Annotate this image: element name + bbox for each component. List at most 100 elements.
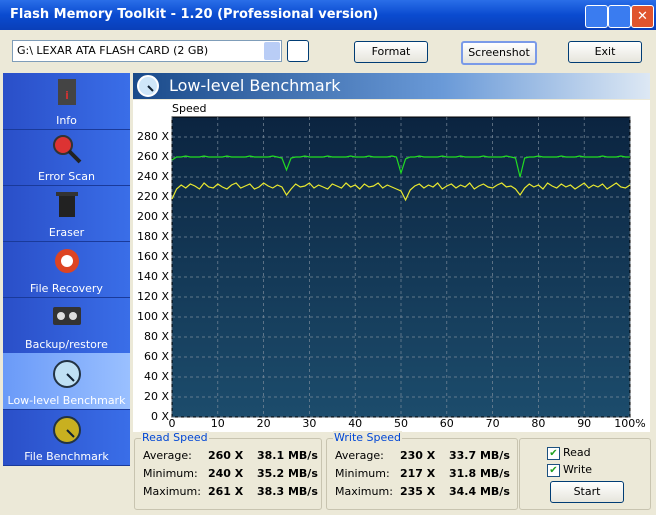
x-tick-label: 100% (614, 417, 645, 430)
exit-button[interactable]: Exit (568, 41, 642, 63)
sidebar-item[interactable]: File Benchmark (3, 409, 130, 466)
x-tick-label: 0 (169, 417, 176, 430)
close-button[interactable]: ✕ (631, 5, 654, 28)
x-tick-label: 10 (211, 417, 225, 430)
write-checkbox[interactable]: ✔ (547, 464, 560, 477)
stat-cell: Minimum: (335, 467, 390, 480)
sidebar: i Info Error Scan Eraser File Recovery Backup… (3, 73, 130, 466)
checkbox-label: Read (563, 446, 591, 459)
x-tick-label: 30 (302, 417, 316, 430)
stat-row: Average: 230 X 33.7 MB/s (335, 449, 515, 467)
item-icon (53, 307, 81, 325)
y-tick-label: 40 X (144, 370, 169, 383)
write-stats: Write Speed Average: 230 X 33.7 MB/s Minimu… (326, 431, 518, 510)
stat-cell: 38.3 MB/s (257, 485, 318, 498)
stat-cell: 260 X (208, 449, 244, 462)
x-tick-label: 40 (348, 417, 362, 430)
y-tick-label: 20 X (144, 390, 169, 403)
svg-text:i: i (65, 89, 69, 102)
item-label: Eraser (48, 226, 85, 239)
stat-row: Average: 260 X 38.1 MB/s (143, 449, 323, 467)
stat-cell: 31.8 MB/s (449, 467, 510, 480)
item-label: Info (56, 114, 77, 127)
item-icon (55, 249, 79, 273)
stat-cell: 35.2 MB/s (257, 467, 318, 480)
y-tick-label: 260 X (137, 150, 169, 163)
stat-cell: Maximum: (143, 485, 201, 498)
stat-cell: Average: (143, 449, 192, 462)
item-label: File Recovery (30, 282, 103, 295)
y-tick-label: 0 X (151, 410, 169, 423)
format-button[interactable]: Format (354, 41, 428, 63)
y-tick-label: 120 X (137, 290, 169, 303)
stat-cell: 34.4 MB/s (449, 485, 510, 498)
drive-label: G:\ LEXAR ATA FLASH CARD (2 GB) (17, 44, 209, 57)
refresh-button[interactable] (287, 40, 309, 62)
data-line (171, 155, 630, 178)
dropdown-arrow (264, 42, 280, 60)
group-title: Read Speed (141, 431, 209, 444)
item-icon (53, 360, 81, 388)
data-line (171, 182, 631, 202)
y-tick-label: 240 X (137, 170, 169, 183)
x-tick-label: 50 (394, 417, 408, 430)
stat-cell: 217 X (400, 467, 436, 480)
panel-header: Low-level Benchmark (133, 73, 650, 99)
stat-cell: Maximum: (335, 485, 393, 498)
read-stats: Read Speed Average: 260 X 38.1 MB/s Minimum… (134, 431, 323, 510)
x-tick-label: 80 (531, 417, 545, 430)
stat-cell: Minimum: (143, 467, 198, 480)
sidebar-item[interactable]: File Recovery (3, 241, 130, 298)
stat-cell: 230 X (400, 449, 436, 462)
sidebar-item[interactable]: Error Scan (3, 129, 130, 186)
group-title: Write Speed (333, 431, 403, 444)
stat-cell: 33.7 MB/s (449, 449, 510, 462)
y-tick-label: 80 X (144, 330, 169, 343)
window-title: Flash Memory Toolkit - 1.20 (Professiona… (10, 7, 379, 22)
item-icon: i (58, 79, 76, 105)
sidebar-item[interactable]: Backup/restore (3, 297, 130, 354)
item-label: Low-level Benchmark (7, 394, 126, 407)
x-tick-label: 70 (486, 417, 500, 430)
benchmark-icon (137, 75, 159, 97)
x-tick-label: 90 (577, 417, 591, 430)
x-tick-label: 20 (257, 417, 271, 430)
stat-row: Minimum: 217 X 31.8 MB/s (335, 467, 515, 485)
stat-cell: 235 X (400, 485, 436, 498)
y-tick-label: 180 X (137, 230, 169, 243)
stat-cell: 261 X (208, 485, 244, 498)
stat-cell: Average: (335, 449, 384, 462)
stat-row: Maximum: 235 X 34.4 MB/s (335, 485, 515, 503)
read-checkbox[interactable]: ✔ (547, 447, 560, 460)
y-tick-label: 160 X (137, 250, 169, 263)
sidebar-item[interactable]: i Info (3, 73, 130, 130)
y-tick-label: 100 X (137, 310, 169, 323)
stat-row: Maximum: 261 X 38.3 MB/s (143, 485, 323, 503)
item-icon (53, 135, 82, 164)
sidebar-item[interactable]: Low-level Benchmark (3, 353, 130, 410)
panel-title: Low-level Benchmark (169, 76, 341, 95)
y-tick-label: 140 X (137, 270, 169, 283)
minimize-button[interactable] (585, 5, 608, 28)
screenshot-button[interactable]: Screenshot (461, 41, 537, 65)
x-tick-label: 60 (440, 417, 454, 430)
stat-cell: 240 X (208, 467, 244, 480)
start-button[interactable]: Start (550, 481, 624, 503)
checkbox-label: Write (563, 463, 593, 476)
sidebar-item[interactable]: Eraser (3, 185, 130, 242)
drive-select[interactable]: G:\ LEXAR ATA FLASH CARD (2 GB) (12, 40, 282, 62)
stat-row: Minimum: 240 X 35.2 MB/s (143, 467, 323, 485)
item-icon (53, 416, 81, 444)
y-tick-label: 200 X (137, 210, 169, 223)
chart: Speed 0 X 20 X 40 X 60 X 80 X 100 X 120 X 140 X… (133, 100, 650, 432)
stat-cell: 38.1 MB/s (257, 449, 318, 462)
item-label: Backup/restore (25, 338, 108, 351)
item-label: File Benchmark (24, 450, 109, 463)
item-icon (56, 192, 78, 217)
y-axis-label: Speed (172, 102, 206, 115)
y-tick-label: 220 X (137, 190, 169, 203)
y-tick-label: 280 X (137, 130, 169, 143)
controls: ✔ Read ✔ Write Start (519, 438, 651, 510)
title-bar: Flash Memory Toolkit - 1.20 (Professiona… (0, 0, 656, 30)
maximize-button[interactable] (608, 5, 631, 28)
